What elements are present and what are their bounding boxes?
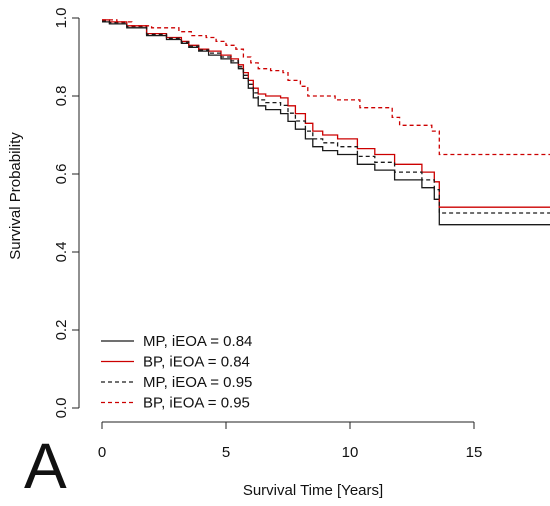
y-tick-label: 1.0 bbox=[53, 8, 70, 29]
series-line-1 bbox=[102, 21, 550, 226]
y-axis-label: Survival Probability bbox=[7, 132, 24, 260]
legend-label-2: BP, iEOA = 0.84 bbox=[143, 354, 250, 371]
y-tick-label: 0.6 bbox=[53, 164, 70, 185]
legend-label-4: BP, iEOA = 0.95 bbox=[143, 395, 250, 412]
panel-label: A bbox=[24, 430, 67, 502]
y-axis: 0.0 0.2 0.4 0.6 0.8 1.0 bbox=[53, 8, 80, 419]
legend-label-3: MP, iEOA = 0.95 bbox=[143, 374, 252, 391]
x-tick-label: 0 bbox=[98, 444, 106, 461]
x-axis: 0 5 10 15 bbox=[98, 421, 483, 461]
y-tick-label: 0.0 bbox=[53, 398, 70, 419]
x-axis-label: Survival Time [Years] bbox=[243, 482, 383, 499]
series-line-3 bbox=[102, 20, 550, 214]
series-layer bbox=[102, 19, 550, 226]
series-line-4 bbox=[102, 19, 550, 156]
x-tick-label: 10 bbox=[342, 444, 359, 461]
y-tick-label: 0.4 bbox=[53, 242, 70, 263]
y-tick-label: 0.8 bbox=[53, 86, 70, 107]
series-line-2 bbox=[102, 19, 550, 208]
legend-label-1: MP, iEOA = 0.84 bbox=[143, 333, 252, 350]
x-tick-label: 15 bbox=[466, 444, 483, 461]
y-tick-label: 0.2 bbox=[53, 320, 70, 341]
legend: MP, iEOA = 0.84 BP, iEOA = 0.84 MP, iEOA =… bbox=[101, 333, 252, 412]
x-tick-label: 5 bbox=[222, 444, 230, 461]
